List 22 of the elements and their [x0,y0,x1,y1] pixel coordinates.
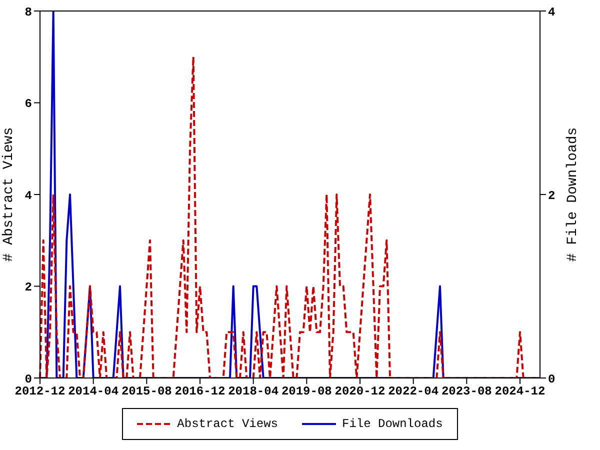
x-tick-label: 2015-08 [121,384,172,399]
x-tick-label: 2024-12 [494,384,546,399]
x-tick-label: 2023-08 [441,384,492,399]
x-tick-label: 2020-12 [334,384,386,399]
y2-tick-label: 4 [548,5,556,20]
x-tick-label: 2016-12 [174,384,226,399]
y-tick-label: 4 [24,188,32,203]
legend-label: File Downloads [341,417,443,431]
legend-label: Abstract Views [176,417,278,431]
y2-tick-label: 0 [548,372,556,386]
y2-axis-title: # File Downloads [564,127,581,262]
x-tick-label: 2019-08 [281,384,332,399]
y-tick-label: 2 [24,280,32,295]
y-axis-title: # Abstract Views [0,127,17,262]
x-tick-label: 2012-12 [14,384,66,399]
x-tick-label: 2014-04 [68,384,119,399]
x-tick-label: 2018-04 [228,384,279,399]
y2-tick-label: 2 [548,188,556,203]
y-tick-label: 8 [24,5,32,20]
y-tick-label: 0 [24,372,32,386]
y-tick-label: 6 [24,97,32,112]
x-tick-label: 2022-04 [388,384,439,399]
